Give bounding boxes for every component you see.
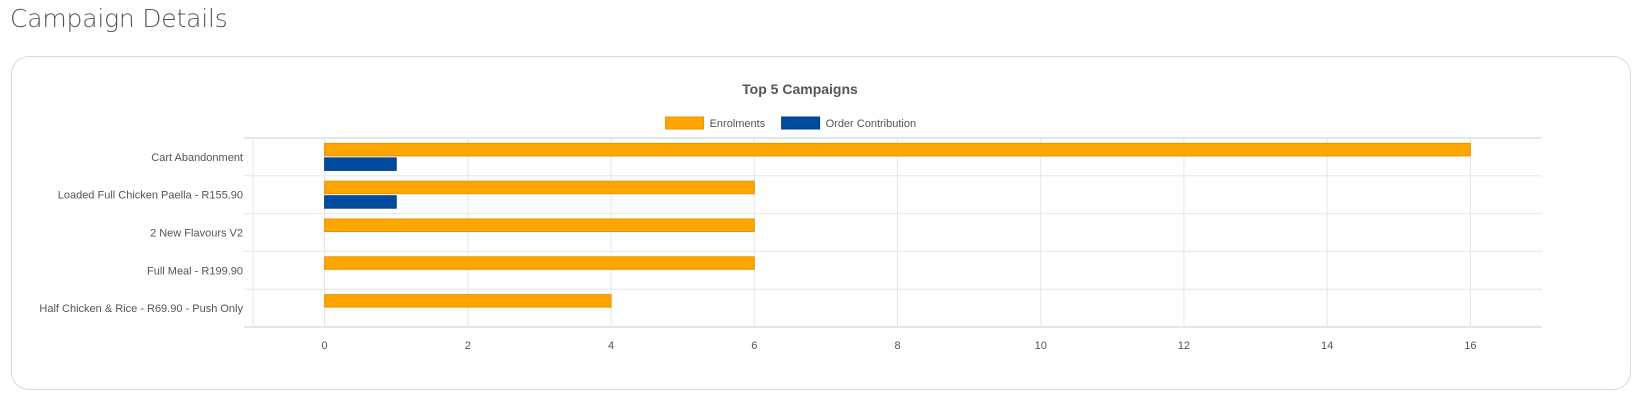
chart-title: Top 5 Campaigns (742, 81, 858, 97)
legend-label: Enrolments (710, 118, 766, 130)
bar-enrolments (324, 294, 612, 308)
legend-swatch (665, 116, 705, 130)
x-tick-label: 8 (894, 340, 900, 352)
x-tick-label: 0 (322, 340, 328, 352)
y-tick-label: Cart Abandonment (151, 152, 243, 164)
y-tick-label: Full Meal - R199.90 (147, 265, 243, 277)
bar-enrolments (324, 218, 755, 232)
bar-order-contribution (324, 195, 397, 209)
top-campaigns-chart: Top 5 Campaigns Enrolments Order Contribu… (39, 81, 1542, 352)
x-tick-label: 4 (608, 340, 614, 352)
x-tick-label: 16 (1464, 340, 1476, 352)
chart-legend: Enrolments Order Contribution (665, 116, 917, 130)
x-tick-label: 12 (1178, 340, 1190, 352)
y-tick-label: Half Chicken & Rice - R69.90 - Push Only (39, 303, 243, 315)
bar-enrolments (324, 256, 755, 270)
bar-order-contribution (324, 157, 397, 171)
legend-swatch (781, 116, 821, 130)
x-tick-label: 14 (1321, 340, 1333, 352)
legend-label: Order Contribution (826, 118, 917, 130)
bar-enrolments (324, 142, 1471, 157)
x-tick-label: 6 (751, 340, 757, 352)
y-tick-label: 2 New Flavours V2 (150, 228, 243, 240)
chart-bars (324, 142, 1471, 308)
bar-enrolments (324, 180, 755, 195)
y-tick-label: Loaded Full Chicken Paella - R155.90 (58, 190, 243, 202)
chart-grid (244, 137, 1542, 328)
x-tick-label: 10 (1035, 340, 1047, 352)
chart-card: Top 5 Campaigns Enrolments Order Contribu… (11, 56, 1631, 390)
chart-axes: Cart Abandonment Loaded Full Chicken Pael… (39, 152, 1476, 352)
x-tick-label: 2 (465, 340, 471, 352)
page-title: Campaign Details (10, 4, 228, 33)
